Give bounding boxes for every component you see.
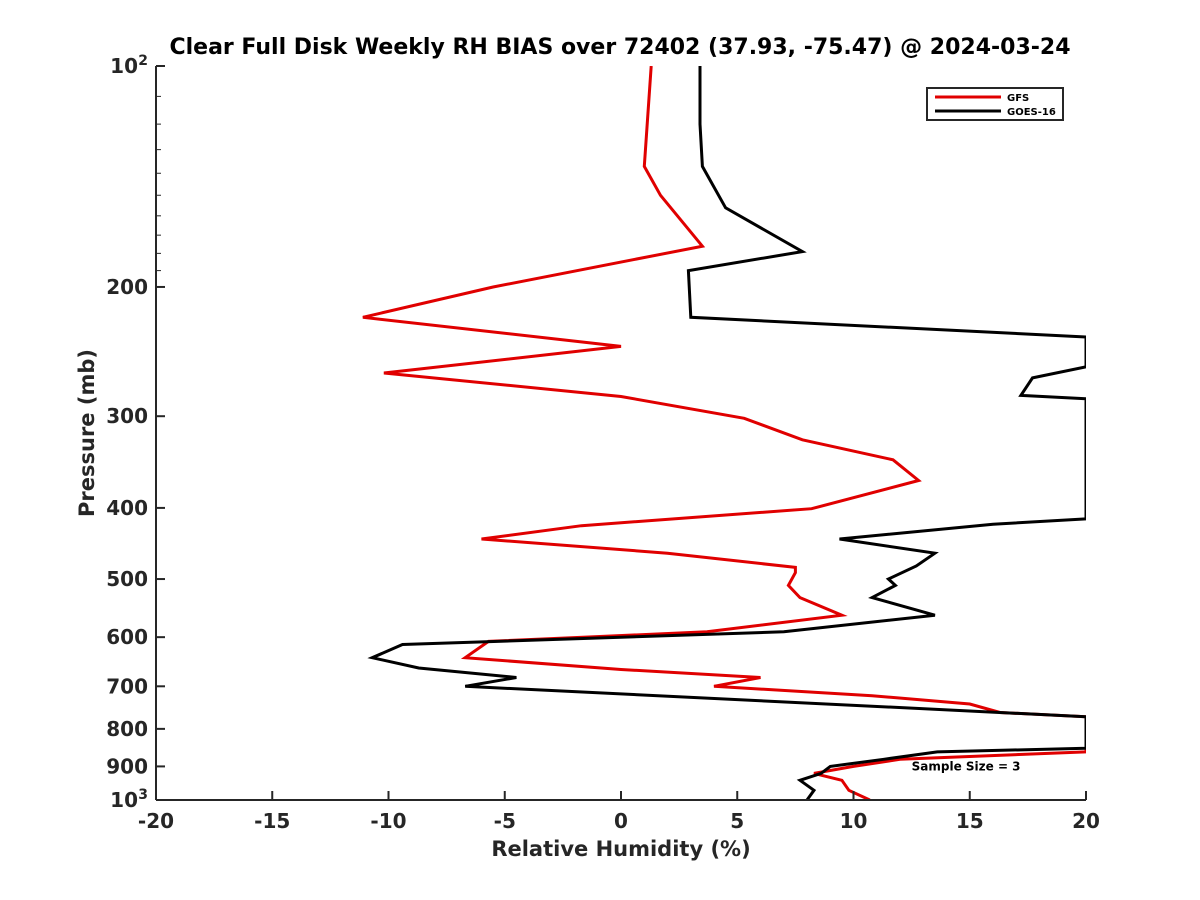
y-tick-label: 300 bbox=[106, 404, 148, 428]
y-tick-label: 600 bbox=[106, 625, 148, 649]
plot-frame bbox=[156, 66, 1086, 800]
x-tick-label: -20 bbox=[138, 809, 174, 833]
y-tick-label-exponent: 2 bbox=[138, 53, 148, 69]
x-tick-label: -5 bbox=[494, 809, 516, 833]
y-tick-label: 10 bbox=[110, 788, 138, 812]
chart-title: Clear Full Disk Weekly RH BIAS over 7240… bbox=[169, 35, 1070, 60]
x-tick-label: 15 bbox=[956, 809, 984, 833]
x-axis-title: Relative Humidity (%) bbox=[491, 837, 750, 861]
x-tick-label: 10 bbox=[840, 809, 868, 833]
series-line-gfs bbox=[362, 66, 1086, 800]
x-tick-label: 20 bbox=[1072, 809, 1100, 833]
legend: GFS GOES-16 bbox=[926, 87, 1064, 121]
legend-box bbox=[926, 87, 1064, 121]
x-tick-label: 5 bbox=[730, 809, 744, 833]
y-tick-label: 10 bbox=[110, 54, 138, 78]
y-tick-label-exponent: 3 bbox=[138, 787, 148, 803]
y-tick-label: 900 bbox=[106, 754, 148, 778]
x-tick-label: -15 bbox=[254, 809, 290, 833]
x-tick-label: -10 bbox=[370, 809, 406, 833]
y-tick-label: 500 bbox=[106, 567, 148, 591]
sample-size-annotation: Sample Size = 3 bbox=[912, 759, 1021, 773]
annotation-layer: Sample Size = 3 bbox=[912, 759, 1021, 773]
y-tick-label: 200 bbox=[106, 275, 148, 299]
x-tick-label: 0 bbox=[614, 809, 628, 833]
legend-label-gfs: GFS bbox=[1007, 93, 1029, 104]
legend-label-goes-16: GOES-16 bbox=[1007, 107, 1056, 118]
series-line-goes-16 bbox=[367, 66, 1086, 800]
y-tick-label: 800 bbox=[106, 717, 148, 741]
y-tick-label: 400 bbox=[106, 496, 148, 520]
y-axis-title: Pressure (mb) bbox=[75, 349, 99, 517]
y-tick-label: 700 bbox=[106, 674, 148, 698]
series-layer bbox=[362, 66, 1086, 800]
